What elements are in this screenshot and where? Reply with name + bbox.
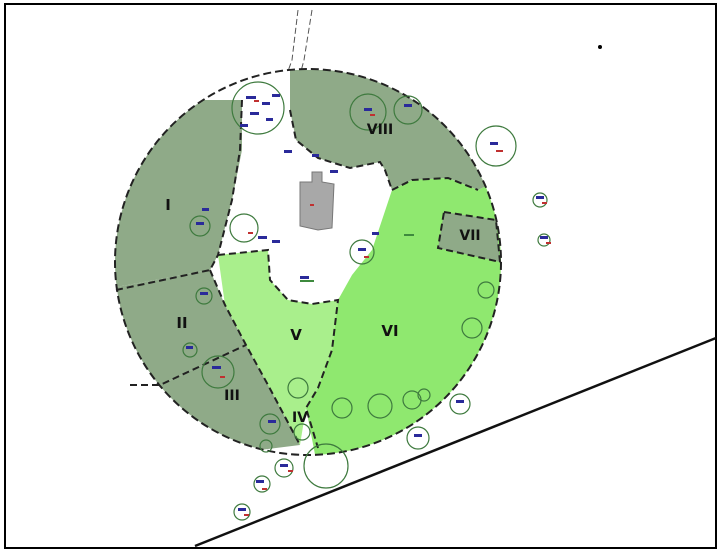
tree-ring [229,213,259,243]
tree-ring [393,95,423,125]
tree-ring [331,397,353,419]
tree-ring [233,503,251,521]
zone-vii-area [438,212,500,262]
tree-ring [287,377,309,399]
tree-ring [367,393,393,419]
tree-ring [406,426,430,450]
zone-v-area [218,250,338,445]
tree-ring [201,355,235,389]
site-circle-outline [114,68,502,456]
tree-ring [537,233,551,247]
tree-ring [349,239,375,265]
tree-ring [477,281,495,299]
tree-ring [274,458,294,478]
zone-label-vi: VI [381,322,398,340]
tree-ring [303,443,349,489]
tree-rings [182,81,551,521]
property-line [194,336,717,548]
tree-ring [475,125,517,167]
tree-ring [532,192,548,208]
access-road [281,9,313,91]
building [299,171,335,231]
zone-label-iv: IV [292,410,308,426]
zone-label-ii: II [176,314,187,332]
survey-annotations [186,45,602,516]
tree-ring [461,317,483,339]
tree-ring [182,342,198,358]
zone-label-vii: VII [459,228,480,244]
tree-ring [417,388,431,402]
tree-ring [231,81,285,135]
tree-ring [259,439,273,453]
tree-ring [253,475,271,493]
tree-ring [189,215,211,237]
tree-ring [293,423,311,441]
zone-label-viii: VIII [367,122,393,138]
zone-label-v: V [290,326,302,344]
tree-ring [349,93,387,131]
zone-label-iii: III [224,388,240,404]
tree-ring [449,393,471,415]
tree-ring [259,413,281,435]
zone-label-i: I [165,196,171,214]
tree-ring [195,287,213,305]
